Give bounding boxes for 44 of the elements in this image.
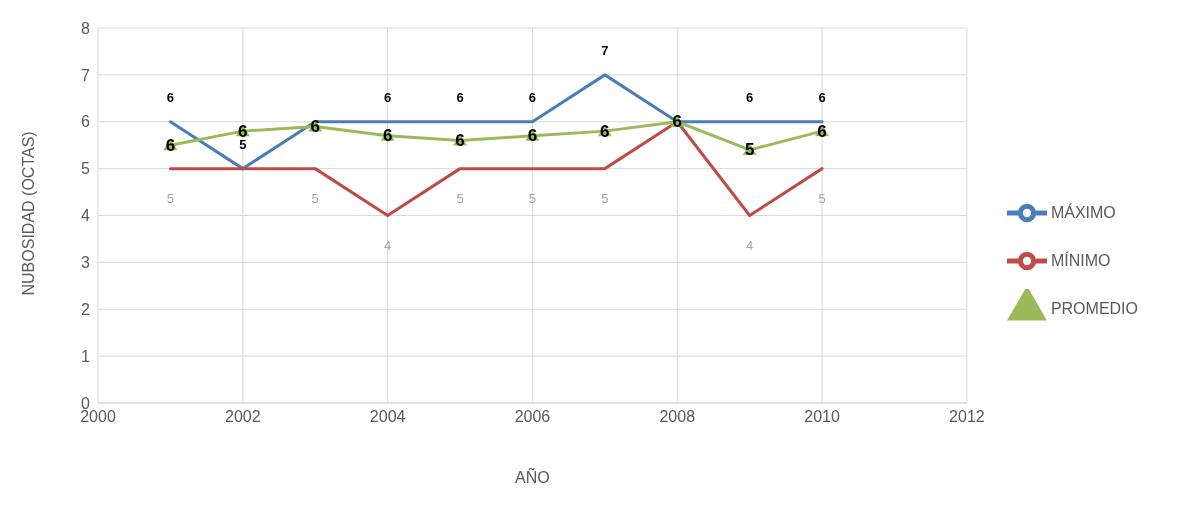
data-label: 5	[528, 191, 537, 207]
x-tick-label: 2006	[514, 408, 551, 426]
data-label: 5	[311, 191, 319, 207]
data-label: 5	[744, 140, 755, 160]
data-label: 6	[746, 90, 754, 106]
data-label: 5	[166, 191, 175, 207]
data-label: 6	[672, 112, 682, 132]
data-label: 6	[165, 135, 176, 155]
data-label: 5	[818, 191, 826, 207]
y-tick-label: 8	[81, 19, 91, 37]
data-label: 6	[382, 126, 393, 146]
y-tick-label: 3	[81, 254, 91, 272]
data-label: 6	[817, 121, 827, 141]
y-tick-label: 7	[81, 66, 91, 84]
y-tick-label: 4	[81, 207, 91, 225]
y-tick-label: 6	[81, 113, 91, 131]
x-tick-label: 2008	[659, 408, 696, 426]
data-label: 6	[310, 116, 320, 136]
legend-label: MÁXIMO	[1050, 203, 1116, 221]
data-label: 6	[456, 90, 464, 106]
data-label: 6	[528, 90, 537, 106]
x-tick-label: 2010	[804, 408, 840, 426]
y-tick-label: 2	[81, 300, 91, 318]
data-label: 6	[455, 131, 465, 150]
y-tick-label: 1	[81, 347, 91, 365]
x-tick-label: 2004	[369, 408, 406, 426]
data-label: 6	[166, 90, 175, 106]
data-label: 6	[600, 121, 610, 141]
data-label: 5	[456, 191, 464, 207]
x-axis-title: AÑO	[515, 467, 550, 486]
legend-label: MÍNIMO	[1050, 251, 1111, 269]
x-tick-label: 2002	[225, 408, 261, 426]
data-label: 6	[527, 126, 538, 146]
x-tick-label: 2012	[949, 408, 985, 426]
data-label: 7	[601, 43, 609, 59]
data-label: 4	[746, 238, 754, 253]
legend-label: PROMEDIO	[1050, 299, 1138, 317]
data-label: 4	[384, 238, 392, 253]
y-tick-label: 5	[81, 160, 91, 178]
data-label: 6	[818, 90, 826, 106]
data-label: 5	[601, 191, 609, 207]
x-tick-label: 2000	[80, 408, 116, 426]
y-axis-title: NUBOSIDAD (OCTAS)	[19, 131, 37, 296]
data-label: 6	[384, 90, 392, 106]
